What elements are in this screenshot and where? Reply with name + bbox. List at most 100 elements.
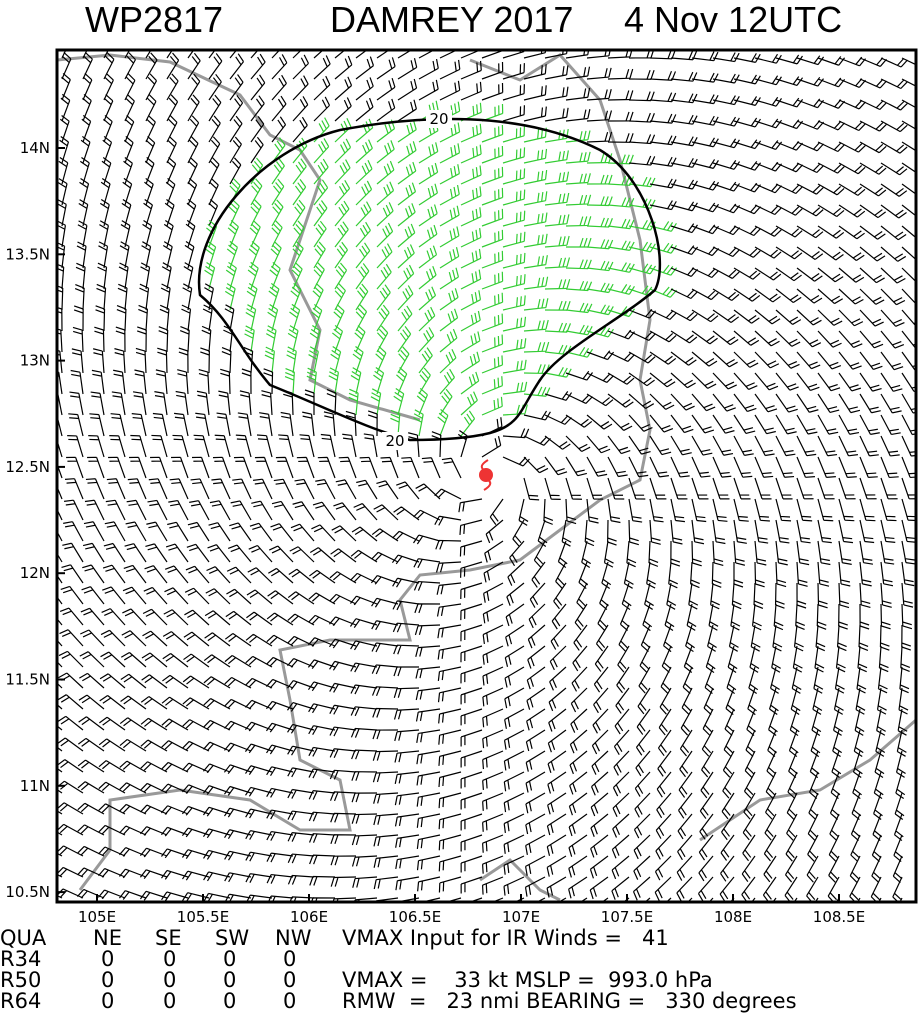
wind-barb (817, 204, 845, 218)
wind-barb (481, 145, 504, 164)
wind-barb (607, 351, 635, 363)
wind-barb (557, 897, 567, 902)
wind-barb (611, 876, 630, 900)
wind-barb (586, 131, 613, 143)
wind-barb (482, 750, 504, 770)
wind-barb (670, 540, 681, 567)
wind-barb (565, 280, 593, 292)
wind-barb (586, 110, 613, 122)
wind-barb (416, 855, 441, 871)
wind-barb (208, 50, 216, 59)
wind-barb (646, 561, 656, 589)
wind-barb (701, 750, 714, 778)
wind-barb (775, 519, 790, 544)
wind-barb (481, 229, 504, 248)
wind-barb (292, 179, 307, 206)
wind-barb (615, 687, 630, 714)
wind-barb (724, 708, 735, 736)
wind-barb (166, 115, 178, 143)
wind-barb (113, 369, 126, 395)
wind-barb (859, 246, 886, 262)
wind-barb (814, 645, 825, 673)
wind-barb (607, 435, 631, 455)
wind-barb (895, 771, 906, 800)
wind-barb (372, 707, 399, 718)
wind-barb (551, 603, 567, 630)
wind-barb (418, 224, 438, 248)
wind-barb (414, 624, 441, 636)
wind-barb (355, 242, 371, 269)
wind-barb (187, 94, 200, 122)
wind-barb (699, 792, 714, 819)
wind-barb (203, 719, 231, 731)
wind-barb (792, 645, 803, 673)
wind-barb (526, 687, 546, 710)
wind-barb (284, 367, 295, 395)
wind-barb (57, 725, 63, 731)
wind-barb (642, 603, 653, 632)
wind-barb (634, 792, 651, 818)
wind-barb (607, 519, 617, 546)
wind-barb (871, 855, 882, 883)
wind-barb (569, 771, 588, 795)
wind-barb (460, 371, 480, 395)
wind-barb (601, 897, 609, 902)
wind-barb (292, 220, 305, 248)
table-cell: SW (215, 926, 249, 950)
wind-barb (415, 666, 441, 679)
wind-barb (77, 867, 105, 878)
wind-barb (397, 203, 416, 227)
wind-barb (775, 477, 793, 500)
wind-barb (271, 137, 286, 164)
wind-barb (268, 567, 294, 584)
wind-barb (649, 351, 677, 365)
wind-barb (838, 183, 866, 196)
wind-barb (353, 503, 378, 521)
wind-barb (224, 720, 252, 731)
wind-barb (438, 729, 462, 745)
wind-barb (203, 676, 231, 689)
wind-barb (796, 498, 813, 522)
wind-barb (796, 393, 819, 413)
wind-barb (901, 120, 916, 130)
wind-barb (124, 73, 136, 101)
wind-barb (104, 521, 126, 542)
wind-barb (691, 309, 719, 323)
wind-barb (849, 855, 861, 883)
wind-barb (901, 57, 916, 66)
wind-barb (296, 456, 315, 479)
wind-barb (482, 645, 504, 665)
wind-barb (817, 498, 834, 522)
wind-barb (63, 499, 84, 521)
wind-barb (874, 750, 885, 778)
wind-barb (183, 631, 210, 647)
wind-barb (119, 825, 147, 836)
wind-barb (110, 413, 126, 437)
wind-barb (208, 157, 220, 185)
wind-barb (100, 651, 126, 668)
wind-barb (58, 650, 84, 668)
wind-barb (733, 498, 749, 522)
wind-barb (697, 876, 714, 902)
wind-barb (817, 225, 845, 239)
wind-barb (182, 740, 210, 752)
wind-barb (98, 846, 126, 857)
wind-barb (273, 478, 294, 500)
wind-barb (119, 847, 147, 857)
wind-barb (817, 561, 830, 587)
wind-barb (766, 750, 777, 778)
wind-barb (96, 283, 107, 311)
wind-barb (482, 603, 504, 624)
wind-barb (329, 660, 357, 671)
wind-barb (523, 85, 547, 101)
wind-barb (775, 456, 795, 478)
wind-barb (796, 246, 824, 260)
wind-barb (266, 612, 294, 626)
wind-barb (565, 259, 592, 270)
wind-barb (723, 729, 735, 757)
wind-barb (202, 763, 231, 774)
wind-barb (418, 204, 438, 227)
wind-barb (307, 681, 336, 692)
wind-barb (656, 771, 672, 798)
wind-barb (351, 834, 378, 846)
